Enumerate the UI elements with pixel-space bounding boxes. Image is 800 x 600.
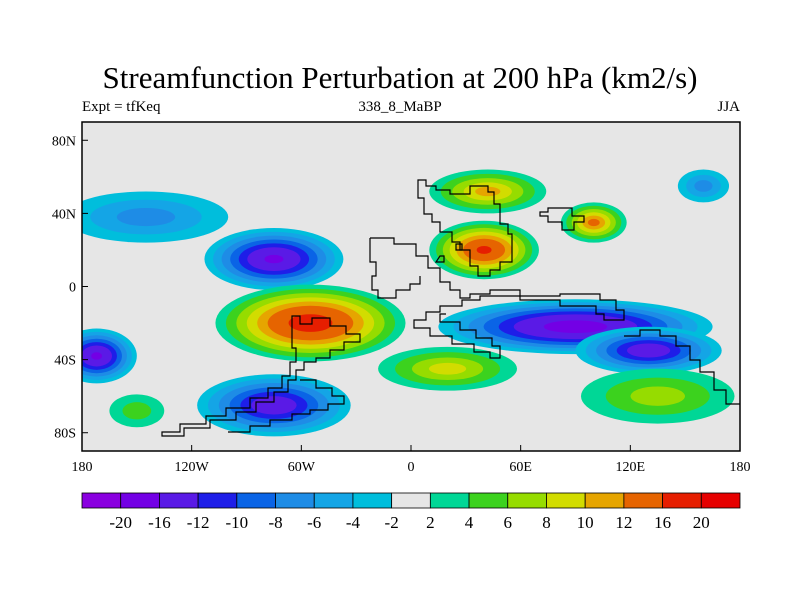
- y-tick-label: 40S: [54, 354, 76, 369]
- colorbar-label: -16: [148, 513, 171, 532]
- experiment-label: Expt = tfKeq: [82, 99, 161, 115]
- y-tick-label: 0: [69, 281, 76, 296]
- anomaly-blob: [109, 394, 165, 428]
- contour-band: [251, 396, 297, 415]
- colorbar-swatch: [662, 492, 702, 509]
- colorbar-label: 8: [542, 513, 551, 532]
- colorbar-label: -12: [187, 513, 210, 532]
- colorbar-label: 10: [577, 513, 594, 532]
- anomaly-blob: [204, 228, 344, 291]
- colorbar-swatch: [391, 492, 431, 509]
- anomaly-blob: [575, 326, 722, 375]
- contour-band: [91, 352, 103, 360]
- contour-band: [626, 343, 671, 358]
- colorbar-swatch: [700, 492, 741, 509]
- colorbar-label: -2: [385, 513, 399, 532]
- anomaly-blob: [197, 374, 351, 437]
- run-label: 338_8_MaBP: [358, 99, 442, 115]
- x-tick-label: 60E: [509, 460, 532, 475]
- anomaly-blob: [378, 346, 518, 391]
- anomaly-blob: [677, 169, 730, 203]
- colorbar-label: 16: [654, 513, 671, 532]
- y-axis: 80N 40N 0 40S 80S: [52, 134, 88, 442]
- colorbar-swatch: [159, 492, 199, 509]
- colorbar-swatch: [507, 492, 547, 509]
- colorbar-swatch: [236, 492, 276, 509]
- y-tick-label: 80N: [52, 134, 76, 149]
- colorbar-swatch: [468, 492, 509, 509]
- y-tick-label: 80S: [54, 427, 76, 442]
- colorbar: -20 -16 -12 -10 -8 -6 -4 -2 2 4 6 8 10 12 16 20: [81, 492, 741, 532]
- contour-band: [630, 386, 685, 406]
- contour-band: [264, 254, 284, 264]
- colorbar-swatch: [197, 492, 238, 509]
- x-tick-label: 180: [72, 460, 93, 475]
- chart-title: Streamfunction Perturbation at 200 hPa (…: [102, 60, 698, 95]
- anomaly-blob: [82, 328, 137, 384]
- anomaly-blob: [215, 284, 406, 362]
- contour-band: [428, 362, 467, 375]
- x-tick-label: 60W: [288, 460, 316, 475]
- colorbar-swatch: [429, 492, 470, 509]
- colorbar-label: -8: [268, 513, 282, 532]
- colorbar-swatch: [623, 492, 663, 509]
- y-tick-label: 40N: [52, 207, 76, 222]
- contour-band: [694, 180, 713, 192]
- contour-band: [288, 314, 333, 332]
- colorbar-swatch: [275, 492, 315, 509]
- colorbar-label: 12: [615, 513, 632, 532]
- anomaly-blob: [580, 368, 735, 424]
- colorbar-label: 20: [693, 513, 710, 532]
- colorbar-swatch: [584, 492, 625, 509]
- colorbar-label: 2: [426, 513, 435, 532]
- contour-band: [116, 207, 176, 227]
- colorbar-label: -20: [109, 513, 132, 532]
- plot-area: [82, 122, 740, 451]
- season-label: JJA: [717, 99, 740, 115]
- colorbar-swatch: [120, 492, 160, 509]
- anomaly-blob: [429, 220, 539, 280]
- contour-band: [543, 320, 608, 334]
- colorbar-swatch: [313, 492, 354, 509]
- x-tick-label: 120E: [616, 460, 646, 475]
- colorbar-swatch: [352, 492, 393, 509]
- contour-band: [476, 245, 492, 254]
- x-tick-label: 120W: [175, 460, 210, 475]
- x-tick-label: 0: [408, 460, 415, 475]
- colorbar-label: -6: [307, 513, 321, 532]
- contour-band: [587, 218, 600, 227]
- contour-band: [122, 402, 152, 420]
- colorbar-label: 4: [465, 513, 474, 532]
- anomaly-blob: [560, 202, 627, 243]
- colorbar-swatch: [546, 492, 586, 509]
- colorbar-label: 6: [504, 513, 513, 532]
- anomaly-blob: [82, 191, 229, 243]
- x-axis: 180 120W 60W 0 60E 120E 180: [72, 445, 751, 475]
- colorbar-swatch: [81, 492, 122, 509]
- colorbar-label: -10: [225, 513, 248, 532]
- coastline-outline: [161, 179, 740, 437]
- x-tick-label: 180: [730, 460, 751, 475]
- colorbar-label: -4: [346, 513, 361, 532]
